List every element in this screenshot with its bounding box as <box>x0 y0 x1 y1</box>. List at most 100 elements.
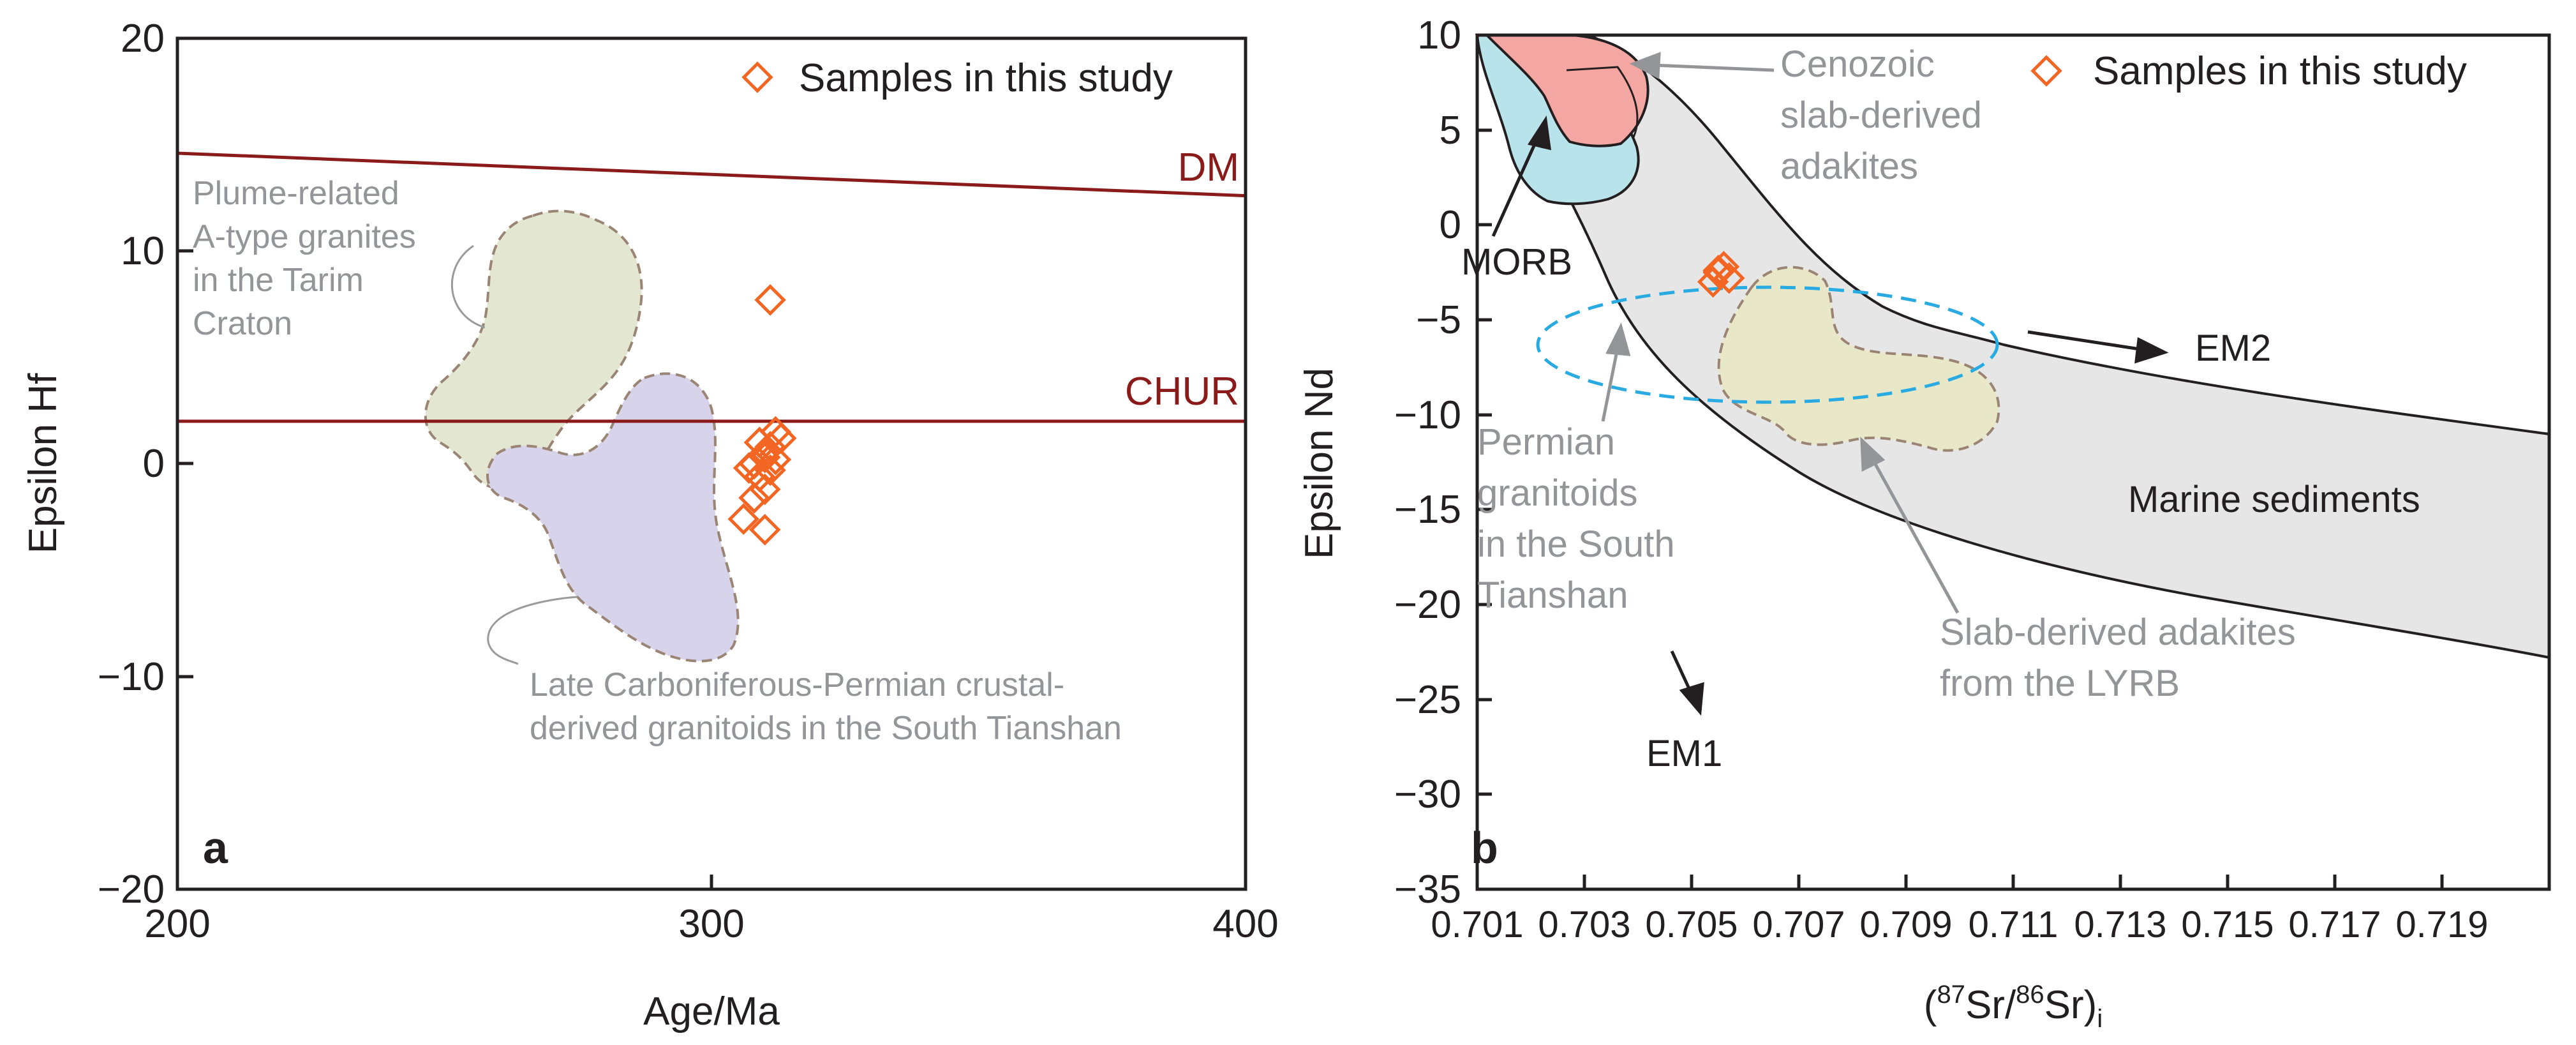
sample-point <box>727 503 759 535</box>
marine-sediments-label: Marine sediments <box>2128 479 2420 520</box>
x-tick-label: 0.703 <box>1538 904 1630 945</box>
x-tick-label: 0.701 <box>1431 904 1523 945</box>
sample-point <box>754 431 786 463</box>
permian-label: Permian <box>1477 421 1615 463</box>
y-tick-label: −25 <box>1394 678 1461 722</box>
sample-point <box>748 473 781 506</box>
panel-a-legend-label: Samples in this study <box>799 56 1173 100</box>
y-tick-label: −20 <box>98 868 165 912</box>
panel-b-legend-marker <box>2030 55 2062 87</box>
permian-granitoids-field <box>1717 266 2000 452</box>
plume-field-label: in the Tarim <box>193 262 364 299</box>
x-tick-label: 0.719 <box>2395 904 2488 945</box>
dm-label: DM <box>1178 146 1239 190</box>
panel-a-letter: a <box>203 823 228 873</box>
y-tick-label: 10 <box>1417 13 1461 57</box>
em2-arrow-head <box>2134 337 2169 364</box>
permian-label: in the South <box>1477 523 1675 565</box>
x-tick-label: 0.705 <box>1645 904 1738 945</box>
cenozoic-adakites-inner-outline <box>1566 66 1639 138</box>
y-tick-label: −10 <box>1394 393 1461 437</box>
crustal-field-label: derived granitoids in the South Tianshan <box>530 710 1122 747</box>
sample-point <box>754 284 786 316</box>
cenozoic-label: Cenozoic <box>1780 43 1935 85</box>
lyrb-label: from the LYRB <box>1940 663 2180 704</box>
y-tick-label: 20 <box>121 17 165 61</box>
x-tick-label: 0.717 <box>2288 904 2381 945</box>
permian-arrow-head <box>1605 322 1631 356</box>
x-tick-label: 0.709 <box>1859 904 1952 945</box>
x-tick-label: 0.707 <box>1752 904 1845 945</box>
sample-point <box>748 514 781 546</box>
em1-arrow-head <box>1679 682 1704 716</box>
lyrb-label: Slab-derived adakites <box>1940 612 2296 653</box>
plume-field-label: Craton <box>193 305 292 342</box>
sample-point <box>1697 266 1729 298</box>
y-tick-label: −5 <box>1416 298 1461 342</box>
lyrb-arrow-head <box>1860 436 1886 472</box>
crustal-field-label: Late Carboniferous-Permian crustal- <box>530 666 1064 703</box>
chur-label: CHUR <box>1125 370 1239 414</box>
em1-arrow <box>1670 650 1693 694</box>
panel-a-chart: 20 10 0 −10 −20 200 300 400 Age/Ma Epsil… <box>21 17 1279 1034</box>
lyrb-adakites-ellipse <box>1536 285 1999 404</box>
panel-b-letter: b <box>1471 823 1498 873</box>
cenozoic-arrow-head <box>1629 52 1661 80</box>
panel-b-x-ticks <box>1475 875 2444 889</box>
sample-point <box>1702 254 1734 287</box>
panel-a-y-axis-title: Epsilon Hf <box>21 373 65 553</box>
y-tick-label: −20 <box>1394 583 1461 627</box>
morb-arrow-head <box>1527 115 1551 151</box>
cenozoic-label: adakites <box>1780 146 1918 187</box>
panel-b-x-axis-title: (87Sr/86Sr)i <box>1924 981 2103 1033</box>
panel-b-y-ticks <box>1477 33 1492 891</box>
sample-point <box>765 422 797 455</box>
panel-a-x-axis-title: Age/Ma <box>643 989 780 1034</box>
y-tick-label: −10 <box>98 655 165 699</box>
panel-a-legend-marker <box>741 61 773 93</box>
dm-reference-line <box>177 151 1246 198</box>
marine-sediments-field <box>1475 34 2550 659</box>
lyrb-arrow <box>1871 458 1960 614</box>
permian-arrow <box>1601 347 1619 422</box>
panel-a-x-ticks <box>175 875 1247 889</box>
cenozoic-arrow <box>1652 63 1775 72</box>
morb-label: MORB <box>1461 241 1572 283</box>
permian-label: Tianshan <box>1477 575 1628 616</box>
panel-a-y-ticks <box>177 36 193 891</box>
panel-b-samples <box>1697 250 1745 298</box>
morb-arrow <box>1491 136 1540 237</box>
plume-field-label: Plume-related <box>193 175 399 212</box>
cenozoic-adakites-field <box>1484 34 1649 147</box>
panel-b-legend-label: Samples in this study <box>2093 49 2467 93</box>
y-tick-label: 5 <box>1440 109 1461 153</box>
em1-label: EM1 <box>1646 733 1722 774</box>
x-tick-label: 400 <box>1212 902 1278 946</box>
x-tick-label: 0.713 <box>2074 904 2166 945</box>
crustal-granitoids-field <box>486 372 740 663</box>
y-tick-label: 10 <box>121 229 165 273</box>
y-tick-label: −15 <box>1394 488 1461 532</box>
y-tick-label: 0 <box>1440 203 1461 247</box>
sample-point <box>733 452 765 484</box>
panel-b-y-axis-title: Epsilon Nd <box>1297 368 1341 559</box>
crustal-field-leader <box>487 596 578 665</box>
plume-field-leader <box>450 244 486 329</box>
y-tick-label: −35 <box>1394 868 1461 912</box>
x-tick-label: 0.715 <box>2181 904 2274 945</box>
em2-arrow <box>2027 330 2145 352</box>
plume-field-label: A-type granites <box>193 218 416 255</box>
cenozoic-label: slab-derived <box>1780 94 1982 136</box>
x-tick-label: 300 <box>678 902 744 946</box>
panel-a-samples <box>727 284 797 546</box>
sample-point <box>743 460 776 493</box>
permian-label: granitoids <box>1477 472 1637 514</box>
x-tick-label: 0.711 <box>1969 904 2059 945</box>
panel-b-chart: 10 5 0 −5 −10 −15 −20 −25 −30 −35 0.701 … <box>1297 13 2551 1033</box>
y-tick-label: −30 <box>1394 772 1461 816</box>
y-tick-label: 0 <box>143 442 165 486</box>
sample-point <box>738 482 770 514</box>
x-tick-label: 200 <box>144 902 210 946</box>
em2-label: EM2 <box>2195 327 2271 369</box>
